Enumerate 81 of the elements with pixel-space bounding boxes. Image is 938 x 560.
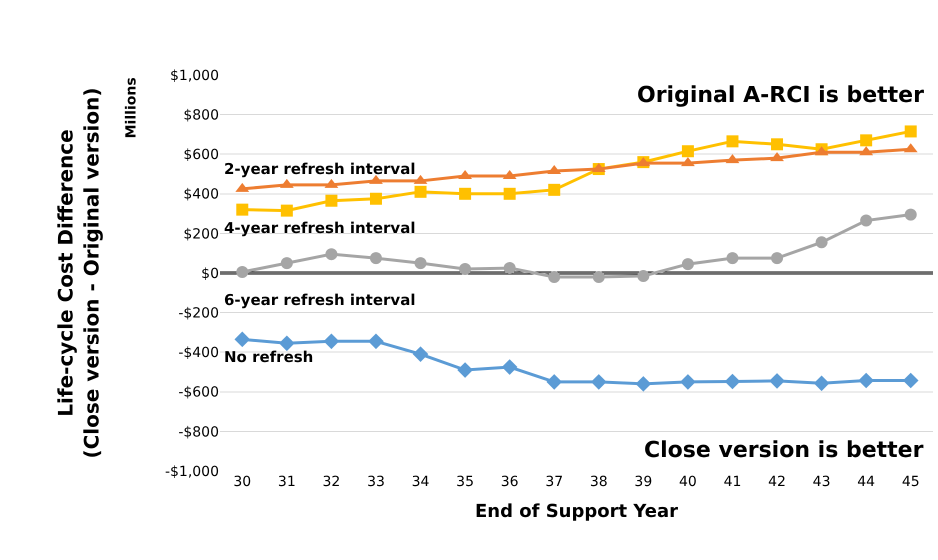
point — [414, 186, 427, 198]
x-tick-label: 38 — [590, 474, 608, 490]
point — [280, 204, 293, 217]
point — [860, 134, 872, 146]
point — [769, 373, 785, 389]
point — [325, 194, 338, 207]
y-axis-title: Life-cycle Cost Difference (Close version - Original version) — [53, 87, 104, 459]
text: Millions — [123, 77, 140, 138]
y-tick-label: -$200 — [178, 306, 219, 322]
point — [370, 252, 382, 264]
point — [234, 332, 250, 348]
point — [280, 257, 293, 270]
point — [502, 359, 518, 375]
point — [592, 270, 605, 283]
series-label: No refresh — [224, 348, 314, 366]
point — [860, 214, 872, 227]
point — [816, 236, 828, 248]
point — [412, 346, 428, 362]
point — [370, 192, 382, 205]
point — [459, 263, 472, 276]
point — [590, 374, 607, 390]
point — [814, 375, 830, 392]
x-tick-label: 43 — [812, 474, 831, 490]
y-tick-label: $200 — [183, 226, 219, 242]
x-tick-label: 36 — [500, 474, 519, 490]
y-tick-label: -$800 — [178, 424, 219, 440]
x-tick-label: 41 — [724, 474, 742, 490]
point — [904, 208, 917, 221]
point — [636, 376, 652, 392]
point — [902, 372, 919, 388]
x-tick-label: 37 — [545, 474, 564, 490]
y-tick-label: $800 — [183, 108, 219, 124]
point — [771, 138, 784, 150]
point — [325, 248, 338, 260]
x-tick-label: 42 — [768, 474, 786, 490]
annotation: Close version is better — [644, 438, 924, 463]
x-tick-label: 45 — [902, 474, 920, 490]
point — [682, 258, 694, 270]
x-tick-label: 34 — [412, 474, 430, 490]
series-label: 6-year refresh interval — [224, 291, 416, 309]
point — [504, 262, 516, 274]
x-tick-label: 44 — [857, 474, 876, 490]
y-tick-label: $400 — [183, 186, 219, 203]
y-tick-label: $600 — [183, 147, 219, 164]
point — [504, 188, 516, 200]
y-tick-label: $1,000 — [170, 68, 219, 84]
point — [324, 334, 340, 350]
point — [236, 266, 248, 278]
y-tick-label: -$1,000 — [164, 464, 219, 480]
point — [726, 252, 738, 264]
annotation: Original A-RCI is better — [637, 83, 924, 108]
point — [459, 188, 472, 200]
point — [548, 270, 560, 283]
y-tick-label: -$400 — [178, 345, 219, 362]
x-tick-label: 33 — [367, 474, 385, 490]
point — [414, 257, 427, 270]
y-tick-label: -$600 — [178, 384, 219, 401]
series-label: 4-year refresh interval — [224, 219, 416, 237]
point — [457, 362, 473, 378]
x-tick-label: 31 — [278, 474, 296, 490]
x-tick-label: 32 — [322, 474, 340, 490]
x-axis-title: End of Support Year — [474, 501, 678, 522]
series-label: 2-year refresh interval — [224, 160, 416, 178]
x-tick-label: 39 — [634, 474, 652, 490]
point — [904, 125, 917, 138]
point — [858, 372, 874, 388]
point — [724, 374, 740, 390]
point — [682, 145, 694, 158]
point — [771, 252, 784, 264]
point — [680, 374, 696, 390]
point — [279, 335, 295, 352]
x-tick-label: 35 — [456, 474, 474, 490]
point — [236, 204, 248, 216]
x-tick-label: 40 — [678, 474, 697, 490]
point — [368, 334, 384, 350]
point — [637, 270, 650, 282]
y-tick-label: $0 — [201, 266, 219, 282]
x-tick-label: 30 — [233, 474, 252, 490]
point — [546, 374, 562, 390]
point — [548, 184, 560, 196]
point — [726, 135, 738, 148]
